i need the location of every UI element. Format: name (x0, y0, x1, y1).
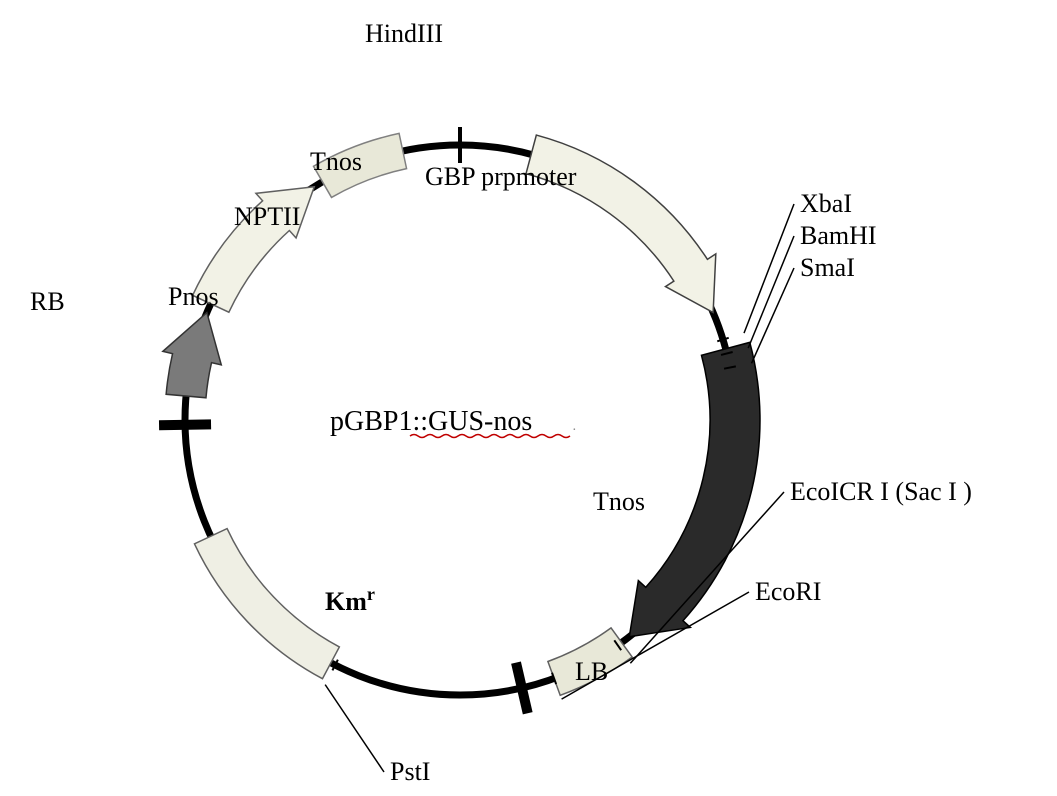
label-gbp-promoter: GBP prpmoter (425, 162, 577, 191)
label-tnos2: Tnos (593, 487, 645, 516)
label-bamhi: BamHI (800, 221, 877, 250)
label-ecoicr: EcoICR I (Sac I ) (790, 477, 972, 506)
label-xbai: XbaI (800, 189, 852, 218)
label-gus: GUS (617, 387, 669, 416)
label-ecori: EcoRI (755, 577, 821, 606)
label-hindiii: HindIII (365, 19, 443, 48)
label-psti: PstI (390, 757, 430, 786)
tick-lb (516, 663, 528, 714)
label-nptii: NPTII (234, 202, 300, 231)
leader-psti (325, 685, 384, 772)
label-lb: LB (575, 657, 608, 686)
cursor-mark: · (572, 423, 577, 438)
label-smai: SmaI (800, 253, 855, 282)
label-kmr: Kmr (325, 584, 375, 616)
leader-bamhi (748, 236, 794, 348)
leader-xbai (744, 204, 794, 333)
leader-smai (752, 268, 794, 363)
plasmid-name: pGBP1::GUS-nos (330, 406, 532, 437)
label-tnos1: Tnos (310, 147, 362, 176)
tick-rb (159, 424, 211, 425)
label-rb: RB (30, 287, 65, 316)
feature-kmr (194, 529, 339, 679)
plasmid-map: GBP prpmoter GUS Tnos Kmr Pnos NPTII Tnos HindI… (0, 0, 1057, 796)
feature-pnos (163, 313, 221, 398)
label-pnos: Pnos (168, 282, 219, 311)
